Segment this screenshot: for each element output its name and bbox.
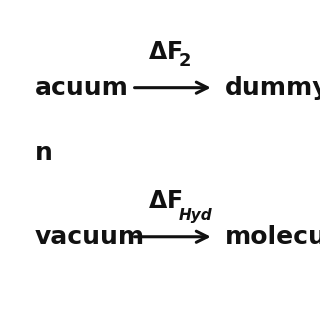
Text: Hyd: Hyd — [179, 208, 212, 223]
Text: 2: 2 — [179, 52, 191, 70]
Text: $\mathbf{\Delta F}$: $\mathbf{\Delta F}$ — [148, 40, 182, 64]
Text: molecul: molecul — [225, 225, 320, 249]
Text: n: n — [35, 141, 53, 165]
Text: $\mathbf{\Delta F}$: $\mathbf{\Delta F}$ — [148, 189, 182, 213]
Text: dummy: dummy — [225, 76, 320, 100]
Text: vacuum: vacuum — [35, 225, 145, 249]
Text: acuum: acuum — [35, 76, 129, 100]
